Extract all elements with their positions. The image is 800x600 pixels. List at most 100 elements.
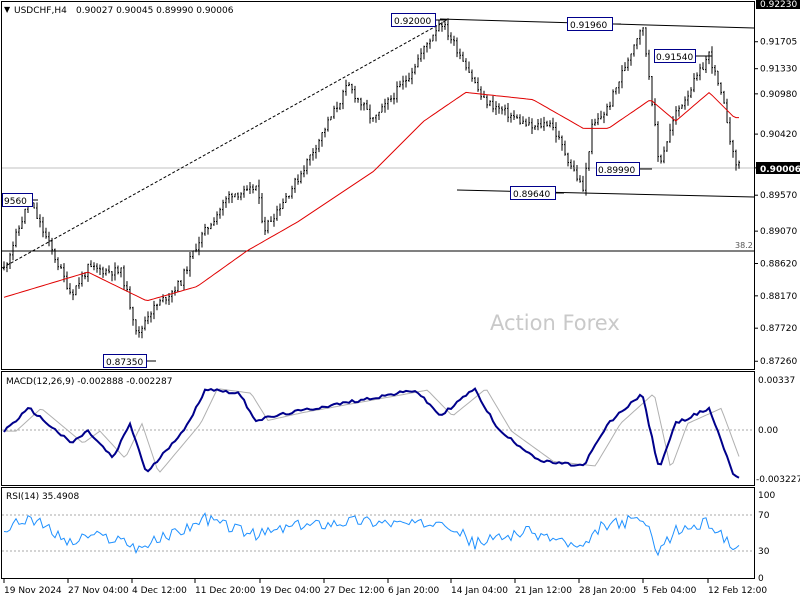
price-bar (261, 193, 263, 224)
price-bar (327, 116, 329, 132)
time-tick-label: 19 Dec 04:00 (260, 586, 321, 596)
price-bar (282, 198, 284, 210)
watermark: Action Forex (490, 311, 620, 335)
price-bar (429, 38, 431, 49)
price-bar (408, 72, 410, 82)
time-tick-label: 6 Jan 20:00 (388, 586, 440, 596)
price-bar (432, 34, 434, 42)
time-tick-label: 4 Dec 12:00 (132, 586, 187, 596)
price-bar (357, 97, 359, 103)
price-bar (66, 271, 68, 290)
price-bar (717, 70, 719, 86)
price-bar (24, 208, 26, 224)
price-bar (690, 87, 692, 98)
price-bar (180, 280, 182, 286)
price-bar (252, 184, 254, 194)
price-bar (186, 266, 188, 275)
price-bar (204, 223, 206, 236)
macd-main-line (3, 387, 740, 479)
label-0-87350: 0.87350 (103, 354, 147, 368)
price-bar (510, 112, 512, 123)
price-bar (696, 72, 698, 81)
price-bar (366, 99, 368, 110)
time-tick-label: 27 Nov 04:00 (68, 586, 129, 596)
top-price-tag (756, 0, 800, 9)
price-bar (147, 311, 149, 325)
label-9560: 9560 (2, 193, 33, 207)
time-tick-label: 11 Dec 20:00 (195, 586, 256, 596)
price-bar (495, 101, 497, 115)
price-bar (111, 271, 113, 282)
price-bar (156, 303, 158, 311)
price-bar (177, 280, 179, 292)
price-bar (543, 116, 545, 131)
price-bar (123, 265, 125, 290)
price-bar (333, 105, 335, 119)
price-bar (288, 195, 290, 199)
price-bar (297, 174, 299, 185)
price-bar (351, 83, 353, 94)
price-bar (18, 225, 20, 236)
price-bar (192, 250, 194, 259)
price-bar (51, 237, 53, 255)
price-tick-label: 0.88620 (760, 259, 797, 269)
price-bar (240, 192, 242, 201)
time-axis: 19 Nov 2024 27 Nov 04:00 4 Dec 12:00 11 Dec… (3, 579, 767, 596)
price-bar (456, 37, 458, 58)
price-bar (600, 110, 602, 120)
price-bar (663, 146, 665, 164)
price-bar (678, 105, 680, 117)
macd-tick-zero: 0.00 (758, 426, 778, 436)
price-bar (525, 118, 527, 127)
price-bar (87, 263, 89, 282)
price-bar (6, 262, 8, 273)
price-bar (99, 264, 101, 275)
price-bar (60, 264, 62, 269)
dropdown-arrow-icon[interactable]: ▼ (4, 5, 11, 14)
time-tick-label: 14 Jan 04:00 (451, 586, 508, 596)
price-tick-label: 0.87720 (760, 324, 797, 334)
price-bar (708, 51, 710, 65)
price-bar (585, 162, 587, 196)
price-bar (729, 117, 731, 145)
sma-line (3, 91, 739, 302)
price-bar (162, 294, 164, 303)
price-bar (522, 116, 524, 124)
price-bar (360, 97, 362, 111)
price-bar (486, 95, 488, 109)
price-bar (396, 81, 398, 103)
price-bar (249, 182, 251, 194)
price-bar (387, 97, 389, 110)
price-bar (468, 61, 470, 73)
price-bar (384, 98, 386, 113)
price-bar (426, 42, 428, 53)
price-bar (570, 159, 572, 170)
rsi-line (3, 512, 740, 557)
price-bar (621, 65, 623, 89)
price-bar (219, 207, 221, 219)
symbol-label: USDCHF,H4 (14, 6, 67, 16)
price-bar (48, 231, 50, 247)
price-bar (513, 110, 515, 120)
svg-text:0.91960: 0.91960 (570, 21, 607, 31)
price-bar (417, 54, 419, 68)
label-0-89990: 0.89990 (596, 162, 640, 176)
price-bar (354, 85, 356, 103)
price-bar (279, 203, 281, 216)
price-bar (561, 135, 563, 151)
price-bar (198, 236, 200, 256)
price-bar (465, 58, 467, 71)
price-bar (588, 151, 590, 171)
price-bar (315, 144, 317, 159)
price-bar (90, 260, 92, 268)
price-bar (666, 141, 668, 152)
price-pane-frame (1, 1, 755, 370)
price-bar (591, 119, 593, 155)
price-bar (630, 53, 632, 66)
price-bar (435, 26, 437, 42)
price-bar (345, 79, 347, 96)
price-bar (732, 139, 734, 158)
price-bar (699, 63, 701, 81)
top-price-tag-text: 0.92230 (760, 0, 797, 10)
fib-38-label: 38.2 (735, 241, 753, 250)
